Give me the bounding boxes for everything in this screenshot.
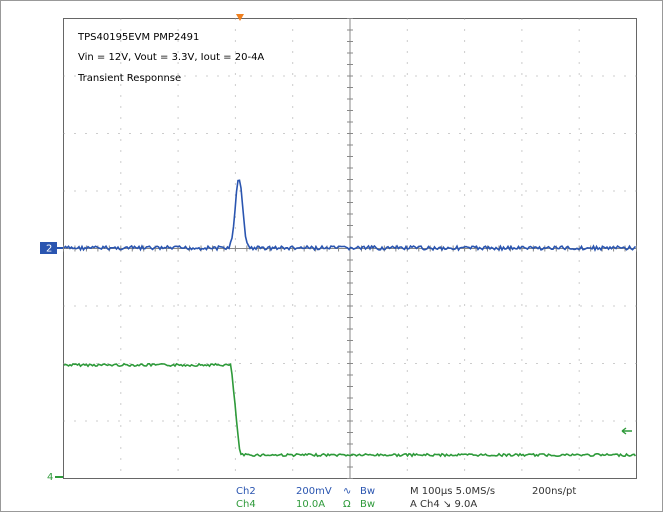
record: 200ns/pt <box>532 486 576 497</box>
trigger: A Ch4 ↘ 9.0A <box>410 499 477 510</box>
conditions: Vin = 12V, Vout = 3.3V, Iout = 20-4A <box>78 52 264 63</box>
ch4-marker: 4 <box>47 472 53 483</box>
ch2-scale: 200mV <box>296 486 332 497</box>
ch4-scale: 10.0A <box>296 499 325 510</box>
timebase: M 100µs 5.0MS/s <box>410 486 495 497</box>
ch4-trace <box>63 362 637 458</box>
title: TPS40195EVM PMP2491 <box>77 32 199 43</box>
ch4-coupling: Ω <box>343 499 351 510</box>
trigger-position <box>236 14 244 21</box>
ch2-marker: 2 <box>46 244 52 255</box>
ch2-marker-bg <box>40 242 57 254</box>
label: Transient Responnse <box>77 73 181 84</box>
ch2-trace <box>63 179 637 252</box>
ch4-name: Ch4 <box>236 499 256 510</box>
ch2-name: Ch2 <box>236 486 256 497</box>
ch4-bw: Bw <box>360 499 375 510</box>
trigger-level <box>621 427 632 435</box>
ch2-coupling: ∿ <box>343 486 351 497</box>
ch2-bw: Bw <box>360 486 375 497</box>
